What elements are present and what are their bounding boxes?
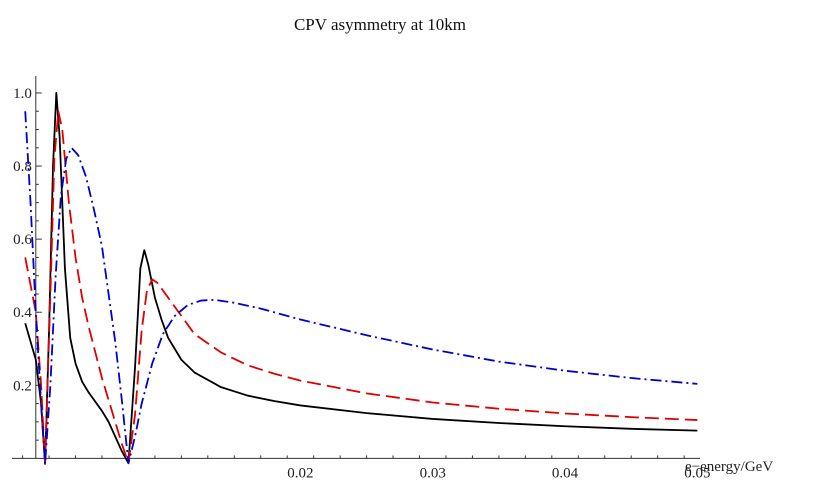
series-line-1 [24,92,698,465]
y-tick-label: 0.6 [13,232,32,248]
y-tick-label: 0.8 [13,159,32,175]
x-tick-label: 0.03 [420,465,446,481]
series-line-2 [24,110,698,465]
y-tick-label: 0.4 [13,305,32,321]
y-tick-label: 1.0 [13,86,32,102]
axes: 0.02 0.03 0.04 0.05 0.2 0.4 0.6 0.8 1.0 [12,76,710,481]
chart-title: CPV asymmetry at 10km [294,15,466,34]
x-tick-label: 0.05 [684,465,710,481]
x-tick-label: 0.02 [287,465,313,481]
series-group [24,92,698,465]
x-tick-label: 0.04 [552,465,579,481]
series-line-3 [24,111,698,465]
x-axis-label: e−energy/GeV [685,459,773,475]
y-tick-label: 0.2 [13,378,32,394]
